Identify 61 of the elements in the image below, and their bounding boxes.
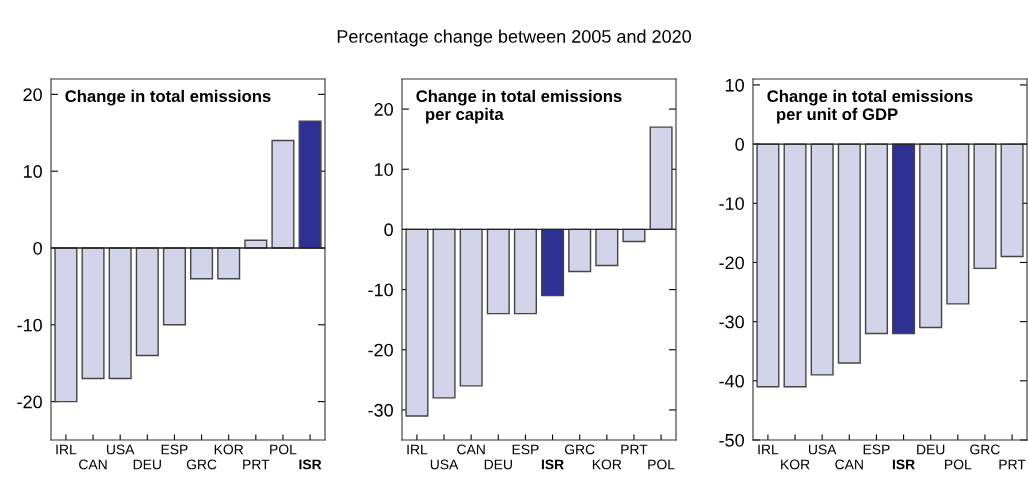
y-tick-label: -50 [719, 433, 744, 447]
y-tick-label: 10 [725, 78, 744, 92]
y-tick-label: 20 [374, 103, 393, 116]
y-tick-label: -40 [719, 374, 744, 388]
bar [108, 247, 132, 380]
bar [271, 139, 295, 249]
text: Change in total emissions per capita [416, 89, 622, 124]
bar [81, 247, 105, 380]
x-tick-label: IRL [407, 444, 428, 455]
x-tick-label: GRC [186, 459, 217, 470]
x-tick-label: PRT [621, 444, 648, 455]
x-tick-label: DEU [133, 459, 161, 470]
bar [217, 247, 241, 280]
x-tick-label: POL [648, 459, 675, 470]
y-tick-label: 20 [23, 88, 42, 102]
x-tick-label: ISR [299, 459, 322, 470]
x-tick-label: ESP [512, 444, 539, 455]
y-tick-label: 0 [735, 138, 744, 151]
y-tick-label: -20 [719, 256, 744, 270]
y-tick-label: -30 [368, 403, 393, 417]
x-tick-label: CAN [835, 459, 863, 470]
bar [135, 247, 159, 357]
bar [54, 247, 78, 403]
x-tick-label: IRL [758, 444, 779, 455]
bar [190, 247, 214, 280]
x-tick-label: KOR [592, 459, 622, 470]
x-tick-label: USA [106, 444, 135, 455]
x-tick-label: CAN [457, 444, 485, 455]
x-tick-label: USA [808, 444, 837, 455]
y-tick-label: -10 [368, 283, 393, 297]
x-tick-label: POL [270, 444, 297, 455]
x-tick-label: ESP [161, 444, 188, 455]
x-tick-label: PRT [999, 459, 1026, 470]
y-tick-label: -10 [719, 197, 744, 210]
x-tick-label: DEU [484, 459, 512, 470]
bar [298, 120, 322, 249]
x-tick-label: USA [430, 459, 459, 470]
y-tick-label: 10 [23, 165, 42, 178]
x-tick-label: IRL [56, 444, 77, 455]
y-tick-label: 10 [374, 163, 393, 176]
x-tick-label: KOR [781, 459, 810, 470]
x-tick-label: ISR [892, 459, 915, 470]
x-tick-label: KOR [214, 444, 244, 455]
y-tick-label: 0 [384, 223, 393, 237]
x-tick-label: CAN [79, 459, 107, 470]
x-tick-label: GRC [564, 444, 595, 455]
text: Percentage change between 2005 and 2020 [337, 29, 691, 47]
x-tick-label: ESP [863, 444, 890, 455]
x-tick-label: DEU [917, 444, 945, 455]
x-tick-label: POL [945, 459, 972, 470]
y-tick-label: -20 [17, 395, 42, 409]
x-tick-label: GRC [970, 444, 1000, 455]
y-tick-label: -30 [719, 315, 744, 329]
text: Change in total emissions [65, 89, 271, 106]
x-tick-label: ISR [541, 459, 564, 470]
y-tick-label: -20 [368, 343, 393, 357]
y-tick-label: -10 [17, 318, 42, 332]
x-tick-label: PRT [243, 459, 270, 470]
bar [162, 247, 186, 326]
y-tick-label: 0 [33, 241, 42, 255]
text: Change in total emissions per unit of GDP [767, 89, 973, 124]
